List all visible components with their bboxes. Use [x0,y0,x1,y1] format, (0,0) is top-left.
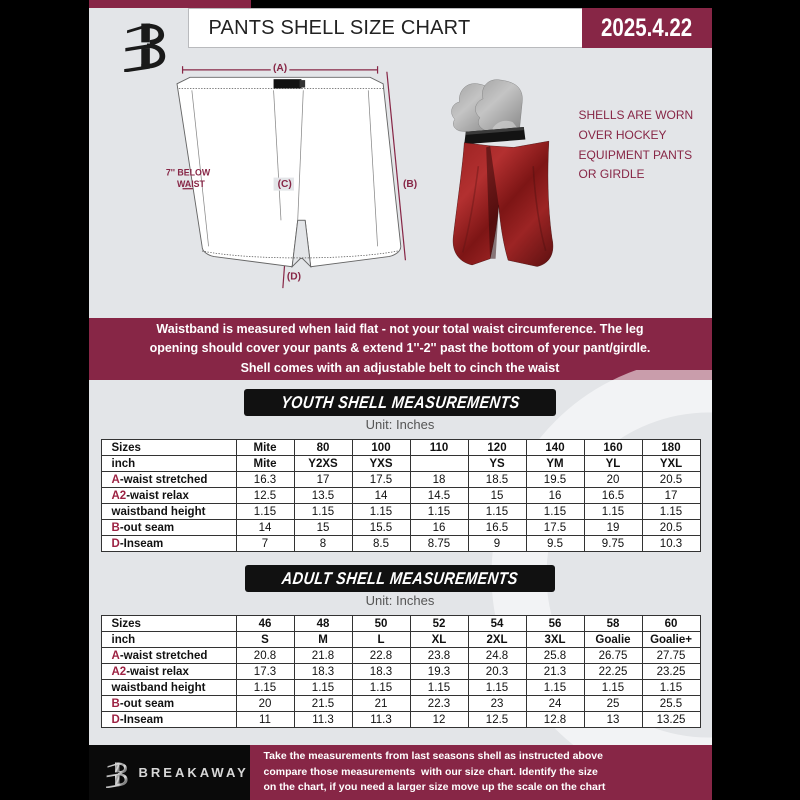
svg-text:(C): (C) [277,179,291,190]
svg-text:(D): (D) [286,272,300,283]
svg-text:7'' BELOW: 7'' BELOW [165,168,210,178]
svg-text:(B): (B) [402,179,416,190]
svg-text:WAIST: WAIST [177,179,206,189]
svg-text:(A): (A) [272,63,286,74]
